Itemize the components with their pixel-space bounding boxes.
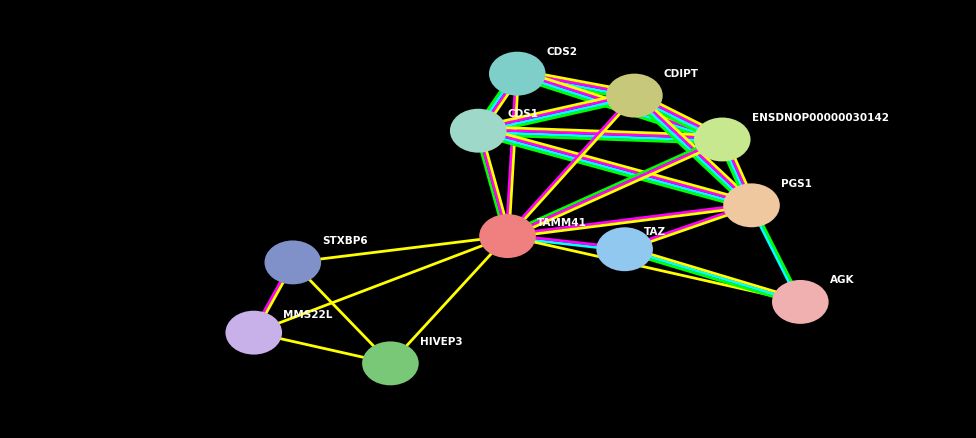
Text: AGK: AGK: [830, 275, 854, 285]
Ellipse shape: [772, 280, 829, 324]
Text: TAMM41: TAMM41: [537, 218, 587, 228]
Ellipse shape: [606, 74, 663, 118]
Text: PGS1: PGS1: [781, 178, 812, 188]
Text: MMS22L: MMS22L: [283, 310, 333, 320]
Text: CDIPT: CDIPT: [664, 69, 699, 79]
Text: STXBP6: STXBP6: [322, 235, 368, 245]
Ellipse shape: [264, 241, 321, 285]
Text: CDS2: CDS2: [547, 47, 578, 57]
Text: TAZ: TAZ: [644, 226, 667, 237]
Ellipse shape: [723, 184, 780, 228]
Text: ENSDNOP00000030142: ENSDNOP00000030142: [752, 113, 888, 123]
Ellipse shape: [362, 342, 419, 385]
Ellipse shape: [694, 118, 751, 162]
Ellipse shape: [596, 228, 653, 272]
Ellipse shape: [225, 311, 282, 355]
Ellipse shape: [450, 110, 507, 153]
Text: CDS1: CDS1: [508, 108, 539, 118]
Text: HIVEP3: HIVEP3: [420, 336, 463, 346]
Ellipse shape: [479, 215, 536, 258]
Ellipse shape: [489, 53, 546, 96]
